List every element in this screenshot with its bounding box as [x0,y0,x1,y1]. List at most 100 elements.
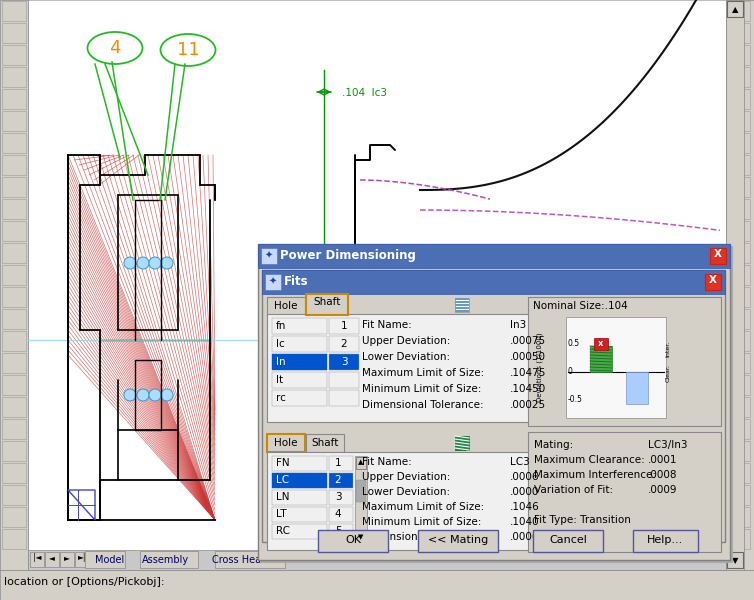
Bar [329,354,359,370]
Text: Model: Model [95,555,124,565]
Text: .0001: .0001 [648,455,678,465]
Text: Mating:: Mating: [534,440,573,450]
Bar [329,524,353,539]
Text: LC3/ln3: LC3/ln3 [648,440,688,450]
Text: Maximum Limit of Size:: Maximum Limit of Size: [362,502,484,512]
Bar [2,89,26,109]
Text: 6: 6 [335,543,342,553]
Bar [2,331,26,351]
Bar [2,177,26,197]
Bar [258,244,730,560]
Text: 11: 11 [176,41,199,59]
Text: FN: FN [276,458,290,468]
Bar [2,243,26,263]
Bar [272,490,327,505]
Text: fn: fn [276,321,287,331]
Bar [455,436,469,450]
Bar [728,375,750,395]
Bar [0,570,754,600]
Bar [272,456,327,471]
Text: Fit Name:: Fit Name: [362,457,412,467]
Text: LC: LC [276,475,289,485]
Text: Maximum Clearance:: Maximum Clearance: [534,455,645,465]
Text: Shaft: Shaft [314,297,341,307]
Bar [329,490,353,505]
Text: 4: 4 [109,39,121,57]
Text: Hole: Hole [274,301,298,311]
Text: OK: OK [345,535,361,545]
Circle shape [161,389,173,401]
Text: ▼: ▼ [358,534,363,540]
Text: .0000: .0000 [510,487,539,497]
Bar [728,397,750,417]
Bar [356,480,366,502]
Bar [2,45,26,65]
Bar [728,177,750,197]
Bar [728,221,750,241]
Text: Assembly: Assembly [142,555,188,565]
Text: Deviations (1/1000): Deviations (1/1000) [537,332,543,402]
Text: .0009: .0009 [648,485,678,495]
Text: << Mating: << Mating [428,535,488,545]
Text: .0006: .0006 [510,532,540,542]
Text: .1046: .1046 [510,502,540,512]
Bar [728,67,750,87]
Bar [262,270,725,294]
Bar [728,243,750,263]
Bar [728,529,750,549]
Bar [258,244,730,268]
Text: .00075: .00075 [510,336,546,346]
Bar [215,551,285,568]
Bar [728,1,750,21]
Bar [455,298,469,300]
Text: Cross Head: Cross Head [213,555,268,565]
Bar [329,473,353,488]
Text: ▼: ▼ [731,556,738,565]
Bar [2,221,26,241]
Bar [2,199,26,219]
Text: Minimum Limit of Size:: Minimum Limit of Size: [362,384,481,394]
Text: LT: LT [276,509,287,519]
Bar [2,265,26,285]
Bar [2,375,26,395]
Text: LN: LN [276,492,290,502]
Bar [2,353,26,373]
Bar [267,297,305,315]
Text: Clear.: Clear. [666,364,670,382]
Circle shape [149,257,161,269]
Bar [272,354,327,370]
Bar [455,298,469,312]
Text: 1: 1 [335,458,342,468]
Bar [267,452,532,550]
Text: .00050: .00050 [510,352,546,362]
Bar [728,199,750,219]
Text: .10450: .10450 [510,384,546,394]
Bar [590,346,612,372]
Bar [272,372,327,388]
Text: .1040: .1040 [510,517,540,527]
Bar [0,0,28,570]
Bar [528,297,721,426]
Bar [2,419,26,439]
Bar [2,397,26,417]
Circle shape [137,257,149,269]
Text: ►: ► [64,553,70,562]
Bar [75,552,89,567]
Text: .0008: .0008 [648,470,678,480]
Bar [2,1,26,21]
Bar [329,318,359,334]
Bar [728,89,750,109]
Bar [2,485,26,505]
Bar [728,309,750,329]
Bar [2,309,26,329]
Circle shape [149,389,161,401]
Text: 0.5: 0.5 [568,340,580,349]
Bar [728,441,750,461]
Bar [626,372,648,404]
Text: LC3: LC3 [510,457,530,467]
Bar [2,23,26,43]
Bar [306,294,348,315]
Text: Variation of Fit:: Variation of Fit: [534,485,613,495]
Text: |◄: |◄ [32,553,41,562]
Text: ✦: ✦ [265,251,273,261]
